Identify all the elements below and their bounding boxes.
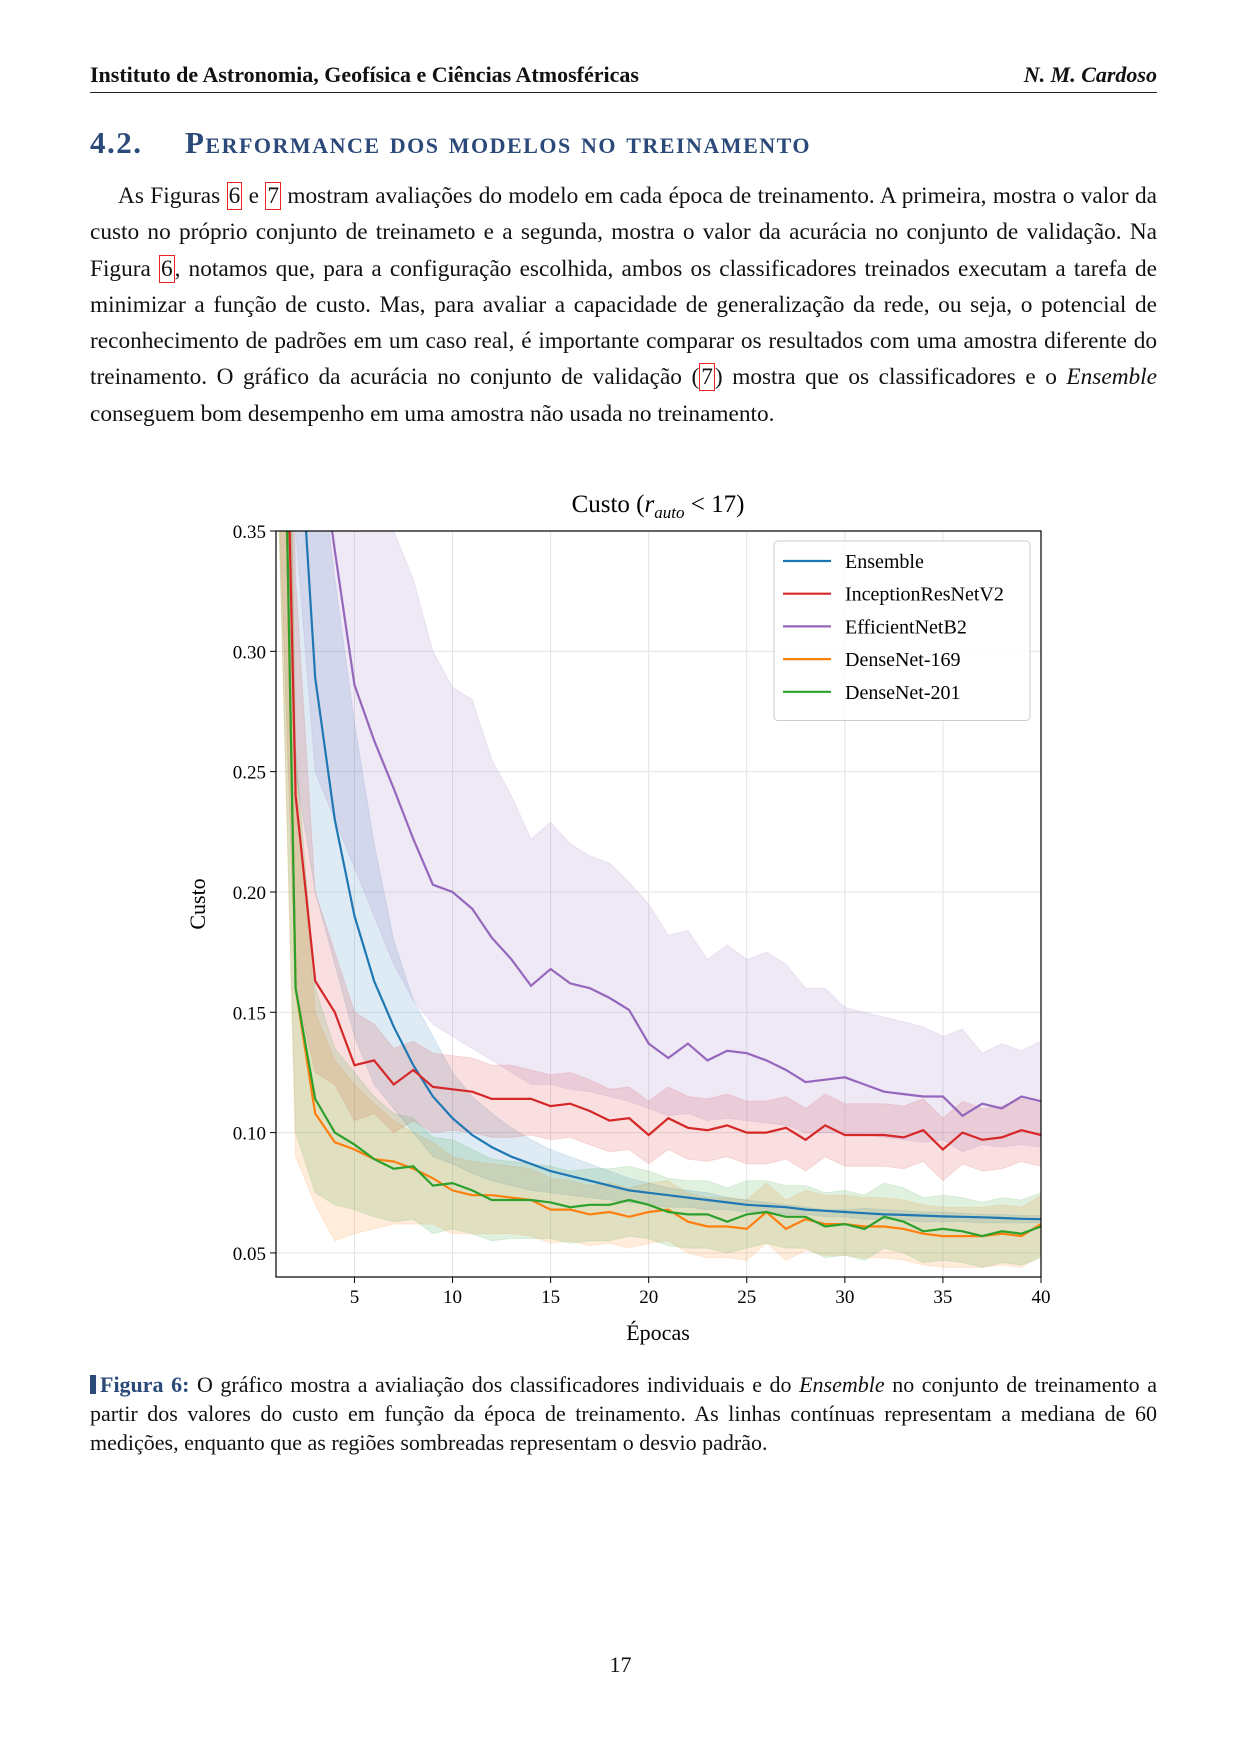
legend-label: DenseNet-169 [845, 649, 961, 671]
figure-ref[interactable]: 6 [226, 182, 243, 210]
section-title: Performance dos modelos no treinamento [185, 125, 812, 160]
institution: Instituto de Astronomia, Geofísica e Ciê… [90, 62, 639, 87]
std-band [278, 531, 1041, 1268]
y-tick-label: 0.10 [233, 1124, 266, 1145]
section-number: 4.2. [90, 125, 143, 160]
series-line [286, 531, 1041, 1238]
section-heading: 4.2. Performance dos modelos no treinamen… [90, 125, 811, 161]
series-line [286, 531, 1041, 1238]
x-axis-label: Épocas [626, 1320, 690, 1345]
legend-label: Ensemble [845, 551, 924, 573]
title-text: Custo ( [572, 491, 645, 518]
std-band [278, 531, 1041, 1268]
text: e [242, 183, 266, 209]
x-tick-label: 10 [443, 1287, 462, 1308]
figure-ref[interactable]: 6 [158, 254, 175, 283]
y-tick-label: 0.25 [233, 763, 266, 784]
paragraph: As Figuras 6 e 7 mostram avaliações do m… [90, 178, 1157, 432]
series-line [330, 531, 1041, 1118]
text: ) mostra que os classificadores e o [714, 364, 1067, 391]
author: N. M. Cardoso [1023, 62, 1157, 87]
x-tick-label: 5 [350, 1287, 360, 1308]
emphasis: Ensemble [1066, 364, 1157, 391]
plot-frame [275, 530, 1042, 1278]
x-tick-label: 15 [541, 1287, 560, 1308]
y-tick-label: 0.15 [233, 1003, 266, 1024]
figure-ref[interactable]: 7 [265, 182, 281, 210]
text: conseguem bom desempenho em uma amostra … [90, 400, 775, 427]
chart-title: Custo (rauto < 17) [572, 491, 745, 522]
title-variable: r [645, 491, 655, 518]
running-header: Instituto de Astronomia, Geofísica e Ciê… [90, 62, 1157, 93]
figure-ref[interactable]: 7 [699, 363, 715, 392]
y-tick-label: 0.30 [233, 642, 266, 663]
y-axis-label: Custo [185, 878, 210, 929]
text: no conjunto de treinamento a partir dos … [90, 1372, 1157, 1455]
legend-box [773, 540, 1031, 721]
x-tick-label: 35 [933, 1287, 952, 1308]
caption-marker [90, 1375, 96, 1394]
x-tick-label: 40 [1032, 1287, 1051, 1308]
text: mostram avaliações do modelo em cada épo… [90, 183, 1157, 282]
emphasis: Ensemble [799, 1372, 885, 1397]
x-tick-label: 25 [737, 1287, 756, 1308]
legend-label: EfficientNetB2 [845, 616, 967, 638]
std-band [279, 531, 1041, 1182]
title-text: < 17) [684, 491, 744, 518]
x-tick-label: 30 [835, 1287, 854, 1308]
chart: Custo (rauto < 17) Épocas Custo 5 10 15 20 2… [185, 491, 1051, 1345]
series-line [304, 531, 1041, 1221]
y-tick-label: 0.05 [233, 1244, 266, 1265]
x-tick-label: 20 [639, 1287, 658, 1308]
legend-label: InceptionResNetV2 [845, 584, 1004, 606]
caption-label: Figura 6: [100, 1372, 190, 1397]
text: , notamos que, para a configuração escol… [90, 255, 1157, 391]
text: As Figuras [118, 183, 227, 209]
page-number: 17 [609, 1652, 632, 1677]
std-band [295, 531, 1041, 1153]
title-subscript: auto [654, 503, 684, 522]
series-line [288, 531, 1041, 1151]
y-tick-label: 0.35 [233, 522, 266, 543]
legend-label: DenseNet-201 [845, 682, 961, 704]
figure-caption: Figura 6: O gráfico mostra a avialiação … [90, 1370, 1157, 1457]
y-tick-label: 0.20 [233, 883, 266, 904]
text: O gráfico mostra a avialiação dos classi… [189, 1372, 800, 1397]
std-band [285, 531, 1041, 1224]
